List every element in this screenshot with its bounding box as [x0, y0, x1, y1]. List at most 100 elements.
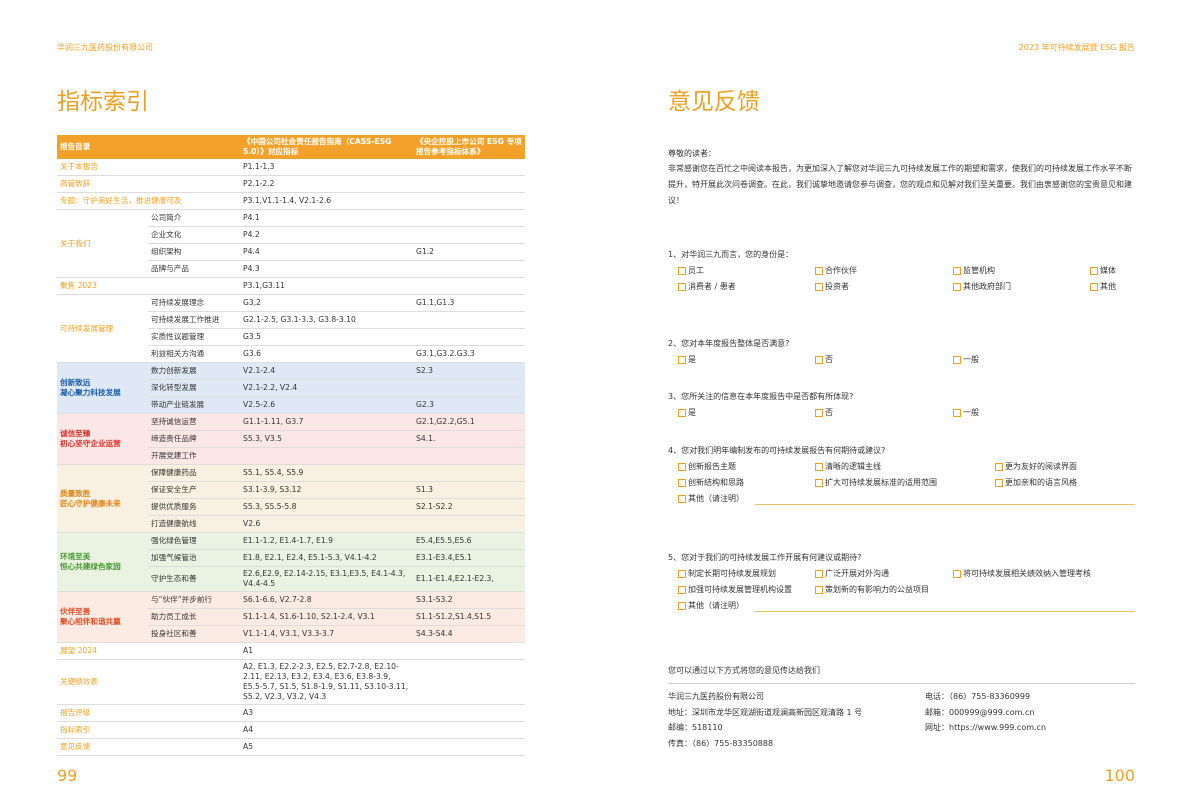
table-row: 品牌与产品 P4.3 — [57, 260, 525, 278]
option: 更为友好的阅读界面 — [1005, 462, 1077, 471]
option: 其他 — [1100, 282, 1116, 291]
table-row: 诚信至臻 初心坚守企业运营 坚持诚信运营 G1.1-1.11, G3.7 G2.1,G… — [57, 413, 525, 465]
item-cell: 实质性议题管理 — [148, 328, 240, 346]
checkbox — [678, 570, 686, 578]
checkbox — [678, 602, 686, 610]
section-cell: 关于我们 — [57, 209, 148, 278]
sase-cell — [413, 704, 525, 722]
option: 一般 — [963, 355, 979, 364]
header-cell: 《中国公司社会责任报告指南（CASS-ESG 5.0）》对应指标 — [240, 135, 413, 159]
sase-cell — [413, 192, 525, 210]
table-row: 展望 2024 A1 — [57, 642, 525, 660]
cass-cell: P4.3 — [240, 260, 413, 278]
sase-cell: G1.1,G1.3 — [413, 294, 525, 312]
checkbox — [995, 463, 1003, 471]
table-row: 关于我们 公司简介 P4.1 — [57, 209, 525, 278]
table-row: 伙伴至善 聚心相伴和谐共赢 与“伙伴”并步前行 S6.1-6.6, V2.7-2.8… — [57, 591, 525, 643]
index-title: 指标索引 — [57, 89, 149, 115]
checkbox — [1090, 283, 1098, 291]
option: 创新结构和思路 — [688, 478, 744, 487]
contact-line: 华润三九医药股份有限公司 — [668, 692, 764, 701]
item-cell: 数力创新发展 — [148, 362, 240, 380]
item-cell: 企业文化 — [148, 226, 240, 244]
item-cell: 强化绿色管理 — [148, 532, 240, 550]
table-row: 意见反馈 A5 — [57, 738, 525, 756]
contact-line: 邮箱：000999@999.com.cn — [925, 707, 1035, 717]
option: 其他政府部门 — [963, 282, 1011, 291]
contact-prompt: 您可以通过以下方式将您的意见传达给我们 — [668, 666, 820, 675]
sase-cell — [413, 260, 525, 278]
option: 广泛开展对外沟通 — [825, 569, 889, 578]
option: 扩大可持续发展标准的适用范围 — [825, 478, 937, 487]
table-row: 质量致胜 匠心守护健康未来 保障健康药品 S5.1, S5.4, S5.9 — [57, 464, 525, 533]
sase-cell: S2.1-S2.2 — [413, 498, 525, 516]
item-cell: 与“伙伴”并步前行 — [148, 591, 240, 609]
checkbox — [678, 283, 686, 291]
table-row: 聚焦 2023 P3.1,G3.11 — [57, 277, 525, 295]
table-row: 投身社区和善 V1.1-1.4, V3.1, V3.3-3.7 S4.3-S4.4 — [57, 625, 525, 643]
option: 一般 — [963, 408, 979, 417]
sase-cell: E3.1-E3.4,E5.1 — [413, 549, 525, 567]
option: 是 — [688, 355, 696, 364]
question: 3、您所关注的信息在本年度报告中是否都有所体现? — [668, 392, 854, 401]
checkbox — [953, 356, 961, 364]
sase-cell — [413, 464, 525, 482]
page-number: 99 — [57, 766, 78, 785]
sase-cell — [413, 226, 525, 244]
intro: 非常感谢您在百忙之中阅读本报告，为更加深入了解您对华润三九可持续发展工作的期望和… — [668, 164, 1132, 205]
answer-line — [755, 611, 1135, 612]
table-row: 创新致远 凝心聚力科技发展 数力创新发展 V2.1-2.4 S2.3 — [57, 362, 525, 414]
sase-cell: S4.3-S4.4 — [413, 625, 525, 643]
index-table: 报告目录 《中国公司社会责任报告指南（CASS-ESG 5.0）》对应指标 《央… — [57, 135, 525, 756]
option: 投资者 — [825, 282, 849, 291]
checkbox — [678, 479, 686, 487]
contact-line: 电话：（86）755-83360999 — [925, 692, 1031, 701]
table-row: 指标索引 A4 — [57, 721, 525, 739]
checkbox — [678, 267, 686, 275]
sase-cell — [413, 447, 525, 465]
checkbox — [678, 463, 686, 471]
cass-cell: S5.3, V3.5 — [240, 430, 413, 448]
cass-cell: G3.6 — [240, 345, 413, 363]
section-cell: 可持续发展管理 — [57, 294, 148, 363]
section-cell: 高管致辞 — [57, 175, 240, 193]
cass-cell — [240, 447, 413, 465]
table-row: 助力员工成长 S1.1-1.4, S1.6-1.10, S2.1-2.4, V3.… — [57, 608, 525, 626]
cass-cell: P4.2 — [240, 226, 413, 244]
sase-cell — [413, 209, 525, 227]
checkbox — [815, 570, 823, 578]
cass-cell: V2.6 — [240, 515, 413, 533]
table-row: 专题：守护美好生活，推进健康可及 P3.1,V1.1-1.4, V2.1-2.6 — [57, 192, 525, 210]
cass-cell: G3.5 — [240, 328, 413, 346]
item-cell: 缔造责任品牌 — [148, 430, 240, 448]
greeting: 尊敬的读者： — [668, 149, 716, 158]
cass-cell: S5.1, S5.4, S5.9 — [240, 464, 413, 482]
checkbox — [953, 283, 961, 291]
checkbox — [815, 586, 823, 594]
sase-cell — [413, 738, 525, 756]
cass-cell: E1.8, E2.1, E2.4, E5.1-5.3, V4.1-4.2 — [240, 549, 413, 567]
option: 否 — [825, 408, 833, 417]
table-row: 打造健康航线 V2.6 — [57, 515, 525, 533]
question: 1、对华润三九而言，您的身份是： — [668, 250, 794, 259]
table-row: 可持续发展工作推进 G2.1-2.5, G3.1-3.3, G3.8-3.10 — [57, 311, 525, 329]
checkbox — [678, 495, 686, 503]
item-cell: 守护生态和善 — [148, 566, 240, 592]
sase-cell: S2.3 — [413, 362, 525, 380]
table-row: 深化转型发展 V2.1-2.2, V2.4 — [57, 379, 525, 397]
item-cell: 保证安全生产 — [148, 481, 240, 499]
option: 策划新的有影响力的公益项目 — [825, 585, 929, 594]
divider — [668, 683, 1135, 684]
cass-cell: P3.1,V1.1-1.4, V2.1-2.6 — [240, 192, 413, 210]
sase-cell: G2.1,G2.2,G5.1 — [413, 413, 525, 431]
cass-cell: V1.1-1.4, V3.1, V3.3-3.7 — [240, 625, 413, 643]
sase-cell: G3.1,G3.2.G3.3 — [413, 345, 525, 363]
cass-cell: G1.1-1.11, G3.7 — [240, 413, 413, 431]
section-cell: 专题：守护美好生活，推进健康可及 — [57, 192, 240, 210]
cass-cell: S1.1-1.4, S1.6-1.10, S2.1-2.4, V3.1 — [240, 608, 413, 626]
sase-cell: S1.3 — [413, 481, 525, 499]
table-row: 提供优质服务 S5.3, S5.5-5.8 S2.1-S2.2 — [57, 498, 525, 516]
item-cell: 打造健康航线 — [148, 515, 240, 533]
item-cell: 公司简介 — [148, 209, 240, 227]
